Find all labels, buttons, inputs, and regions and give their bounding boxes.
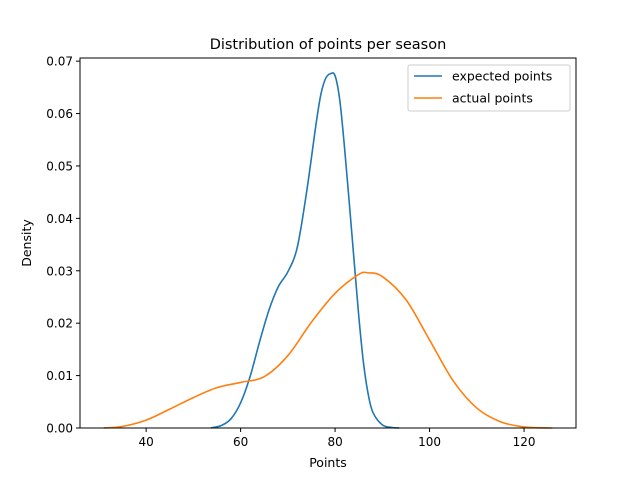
y-tick-label: 0.00 — [46, 422, 73, 436]
chart-title: Distribution of points per season — [210, 37, 447, 53]
y-tick-label: 0.05 — [46, 159, 73, 173]
y-tick-label: 0.03 — [46, 264, 73, 278]
x-tick-label: 60 — [233, 435, 248, 449]
series-line-actual-points — [103, 271, 553, 429]
y-tick-label: 0.01 — [46, 369, 73, 383]
y-axis: 0.00 0.01 0.02 0.03 0.04 0.05 0.06 0.07 — [46, 55, 80, 436]
y-tick-label: 0.06 — [46, 107, 73, 121]
legend: expected points actual points — [407, 64, 571, 112]
x-tick-label: 120 — [513, 435, 536, 449]
x-tick-label: 80 — [327, 435, 342, 449]
plot-area — [79, 57, 577, 429]
y-axis-label: Density — [19, 219, 34, 267]
series-line-expected-points — [210, 72, 400, 429]
legend-label-expected-points: expected points — [452, 69, 552, 84]
x-tick-label: 40 — [138, 435, 153, 449]
x-axis: 40 60 80 100 120 — [138, 428, 535, 449]
plot-frame — [79, 57, 577, 429]
y-tick-label: 0.04 — [46, 212, 73, 226]
legend-box — [407, 64, 571, 112]
x-axis-label: Points — [309, 455, 347, 470]
x-tick-label: 100 — [418, 435, 441, 449]
series-layer — [103, 72, 553, 429]
y-tick-label: 0.02 — [46, 317, 73, 331]
y-tick-label: 0.07 — [46, 55, 73, 69]
legend-label-actual-points: actual points — [452, 91, 533, 106]
